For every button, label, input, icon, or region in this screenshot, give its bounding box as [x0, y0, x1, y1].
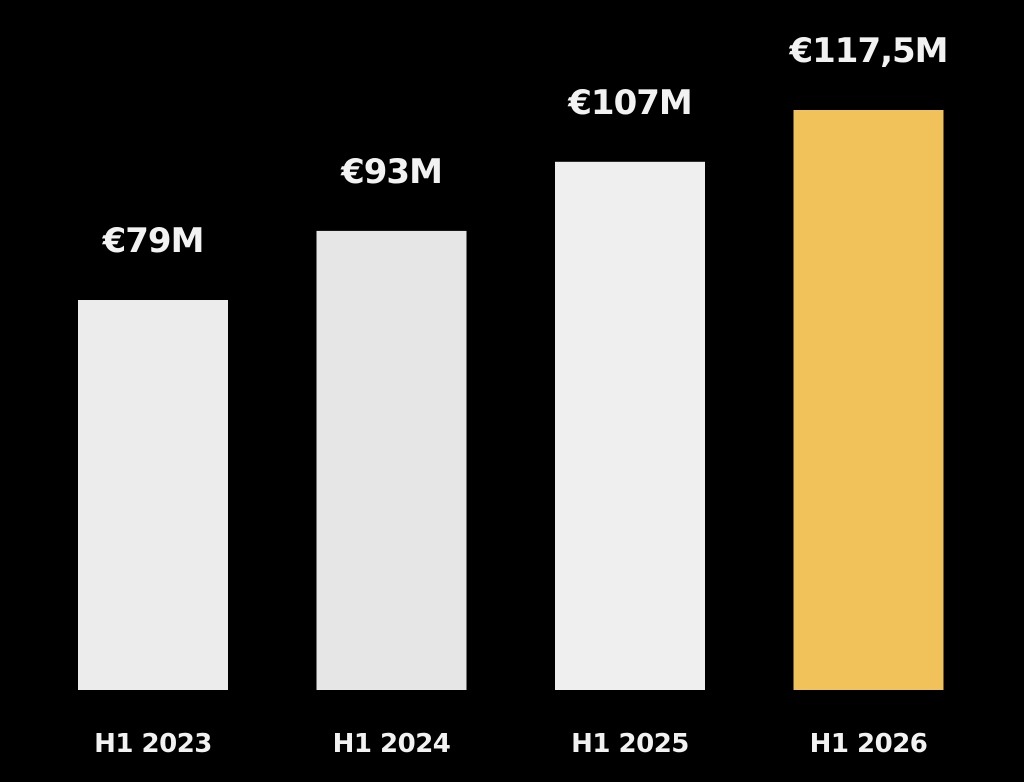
- value-label: €79M: [102, 221, 204, 261]
- category-labels-group: H1 2023 H1 2024 H1 2025 H1 2026: [94, 729, 928, 759]
- category-label: H1 2026: [810, 729, 928, 759]
- category-label: H1 2025: [571, 729, 689, 759]
- category-label: H1 2023: [94, 729, 212, 759]
- value-label: €93M: [340, 152, 442, 192]
- bar-h1-2026: [793, 110, 944, 690]
- bar-h1-2023: [78, 300, 228, 690]
- bar-h1-2025: [555, 161, 705, 691]
- value-label: €107M: [567, 83, 691, 123]
- bar-h1-2024: [316, 230, 467, 690]
- bars-group: [78, 110, 944, 691]
- value-labels-group: €79M €93M €107M €117,5M: [102, 31, 949, 261]
- value-label: €117,5M: [788, 31, 947, 71]
- category-label: H1 2024: [333, 729, 451, 759]
